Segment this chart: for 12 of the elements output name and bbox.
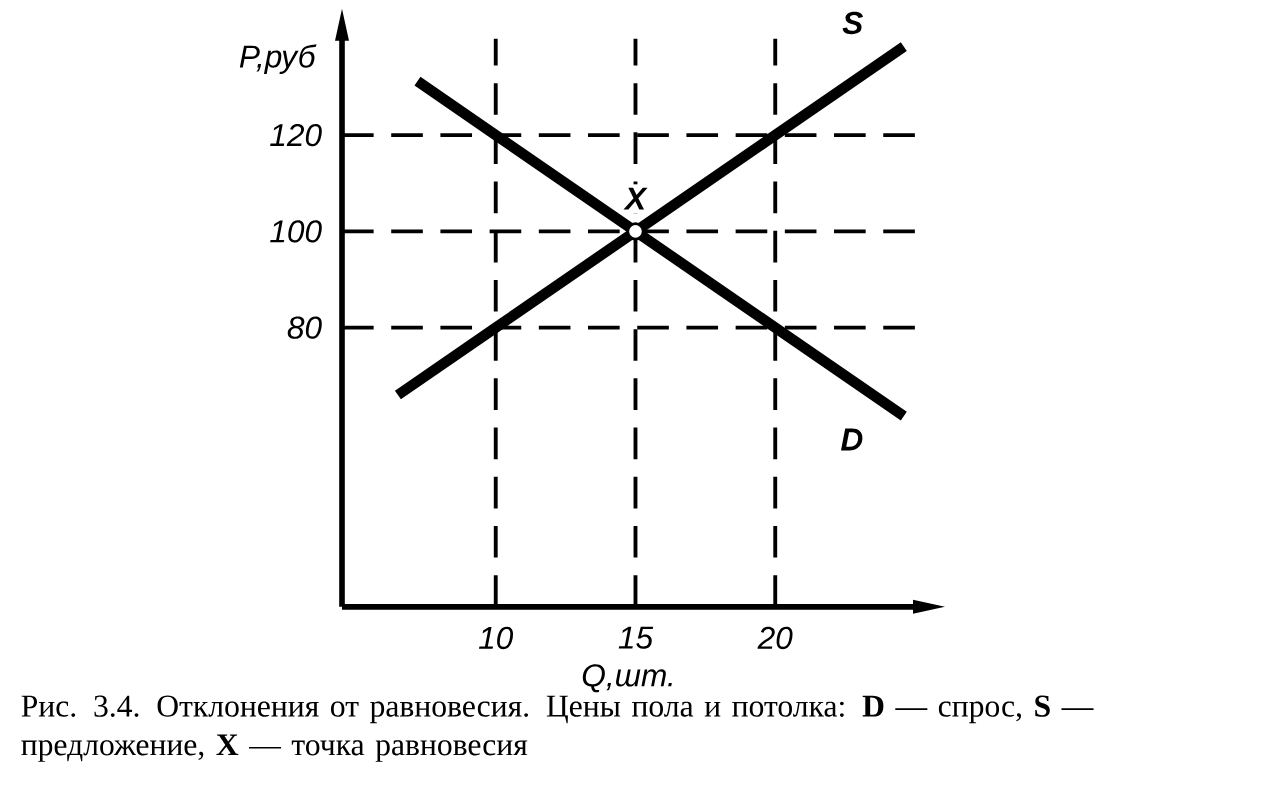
annotation: X — [623, 187, 648, 210]
x-tick-label: 20 — [757, 626, 793, 650]
y-tick-label: 120 — [270, 123, 322, 147]
y-tick-label: 80 — [287, 316, 322, 339]
y-tick-label: 100 — [270, 220, 322, 243]
series-label: S — [842, 11, 863, 35]
y-axis-title: P,руб — [239, 44, 317, 75]
series-label: D — [840, 428, 863, 451]
x-tick-label: 10 — [478, 626, 514, 650]
x-axis-title: Q,шт. — [582, 664, 672, 693]
x-tick-label: 15 — [618, 626, 654, 649]
text: Рис. 3.4. Отклонения от равновесия. Цены пола и потолка: D — спрос, S — предложение, X — точка равновесия — [21, 695, 1094, 762]
